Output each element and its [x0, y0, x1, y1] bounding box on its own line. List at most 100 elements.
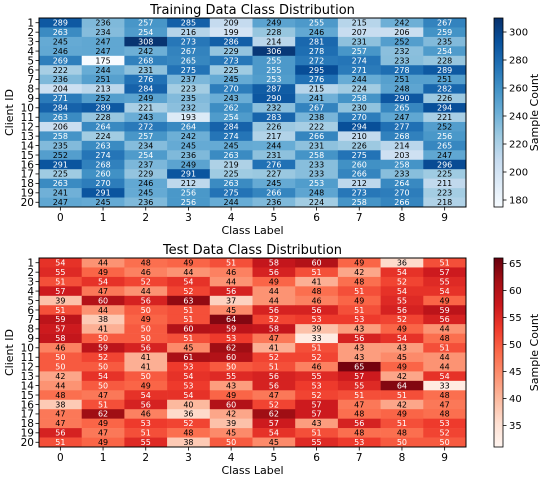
cell-value-label: 243: [138, 113, 153, 122]
heatmap-cell: [423, 197, 467, 208]
cell-value-label: 258: [352, 198, 367, 207]
heatmap-cell: [295, 333, 339, 344]
heatmap-cell: [167, 305, 211, 315]
colorbar-tick-label: 45: [509, 367, 522, 378]
heatmap-cell: [124, 428, 168, 438]
cell-value-label: 52: [183, 419, 193, 428]
heatmap-cell: [39, 343, 82, 353]
y-tick-label: 3: [27, 276, 34, 288]
colorbar-tick-label: 260: [509, 84, 528, 95]
heatmap-cell: [380, 93, 424, 104]
x-tick-label: 6: [313, 452, 320, 464]
heatmap-cell: [295, 74, 339, 85]
cell-value-label: 249: [181, 160, 196, 169]
cell-value-label: 218: [437, 198, 452, 207]
heatmap-cell: [39, 55, 82, 66]
heatmap-cell: [423, 93, 467, 104]
y-tick-label: 6: [27, 305, 34, 317]
colorbar-tick-label: 50: [509, 340, 522, 351]
cell-value-label: 254: [138, 151, 153, 160]
cell-value-label: 249: [138, 94, 153, 103]
y-tick-label: 15: [21, 390, 34, 402]
cell-value-label: 252: [437, 122, 452, 131]
heatmap-cell: [380, 276, 424, 287]
heatmap-cell: [252, 188, 296, 198]
cell-value-label: 52: [311, 391, 321, 400]
cell-value-label: 56: [440, 315, 450, 324]
heatmap-cell: [423, 267, 467, 278]
heatmap-cell: [423, 178, 467, 189]
cell-value-label: 219: [224, 160, 239, 169]
heatmap-cell: [423, 55, 467, 66]
heatmap-cell: [39, 74, 82, 85]
heatmap-cell: [380, 418, 424, 429]
heatmap-cell: [423, 390, 467, 401]
cell-value-label: 51: [354, 391, 364, 400]
cell-value-label: 254: [224, 113, 239, 122]
y-tick-label: 13: [21, 131, 34, 143]
heatmap-cell: [252, 46, 296, 57]
y-tick-label: 17: [21, 409, 34, 421]
cell-value-label: 54: [440, 372, 450, 381]
colorbar-tick-label: 65: [509, 259, 522, 270]
cell-value-label: 41: [141, 362, 151, 371]
heatmap-cell: [167, 333, 211, 344]
heatmap-cell: [295, 286, 339, 297]
heatmap-cell: [39, 121, 82, 132]
cell-value-label: 56: [226, 287, 236, 296]
heatmap-cell: [252, 361, 296, 372]
y-tick-label: 18: [21, 178, 34, 190]
heatmap-cell: [252, 27, 296, 38]
y-tick-label: 5: [27, 55, 34, 67]
cell-value-label: 193: [181, 113, 196, 122]
heatmap-cell: [124, 131, 168, 142]
cell-value-label: 232: [266, 104, 281, 113]
heatmap-cell: [337, 437, 381, 448]
heatmap-cell: [380, 188, 424, 198]
colorbar-label: Sample Count: [528, 313, 541, 391]
cell-value-label: 54: [397, 268, 407, 277]
heatmap-cell: [209, 84, 253, 94]
cell-value-label: 48: [141, 259, 151, 268]
heatmap-cell: [81, 361, 125, 372]
heatmap-cell: [124, 197, 168, 208]
heatmap-cell: [423, 121, 467, 132]
cell-value-label: 245: [53, 37, 68, 46]
cell-value-label: 49: [226, 391, 236, 400]
heatmap-cell: [337, 295, 381, 306]
y-tick-label: 8: [27, 324, 34, 336]
heatmap-cell: [124, 305, 168, 315]
cell-value-label: 215: [309, 85, 324, 94]
cell-value-label: 51: [397, 419, 407, 428]
cell-value-label: 55: [311, 438, 321, 447]
cell-value-label: 263: [53, 113, 68, 122]
heatmap-cell: [124, 371, 168, 382]
heatmap-cell: [39, 112, 82, 123]
cell-value-label: 49: [269, 277, 279, 286]
cell-value-label: 253: [309, 179, 324, 188]
cell-value-label: 241: [309, 94, 324, 103]
heatmap-cell: [124, 258, 168, 268]
cell-value-label: 53: [440, 419, 450, 428]
cell-value-label: 233: [309, 160, 324, 169]
heatmap-cell: [295, 371, 339, 382]
heatmap-cell: [337, 103, 381, 113]
heatmap-cell: [39, 150, 82, 161]
cell-value-label: 49: [397, 410, 407, 419]
cell-value-label: 44: [440, 353, 450, 362]
cell-value-label: 289: [95, 104, 110, 113]
heatmap-cell: [380, 324, 424, 334]
cell-value-label: 54: [440, 287, 450, 296]
heatmap-cell: [39, 352, 82, 363]
cell-value-label: 291: [53, 160, 68, 169]
cell-value-label: 270: [352, 113, 367, 122]
cell-value-label: 51: [311, 268, 321, 277]
heatmap-cell: [167, 390, 211, 401]
heatmap-cell: [423, 295, 467, 306]
heatmap-cell: [124, 18, 168, 28]
cell-value-label: 47: [440, 400, 450, 409]
heatmap-cell: [81, 103, 125, 113]
heatmap-cell: [380, 390, 424, 401]
heatmap-cell: [295, 428, 339, 438]
heatmap-cell: [209, 428, 253, 438]
